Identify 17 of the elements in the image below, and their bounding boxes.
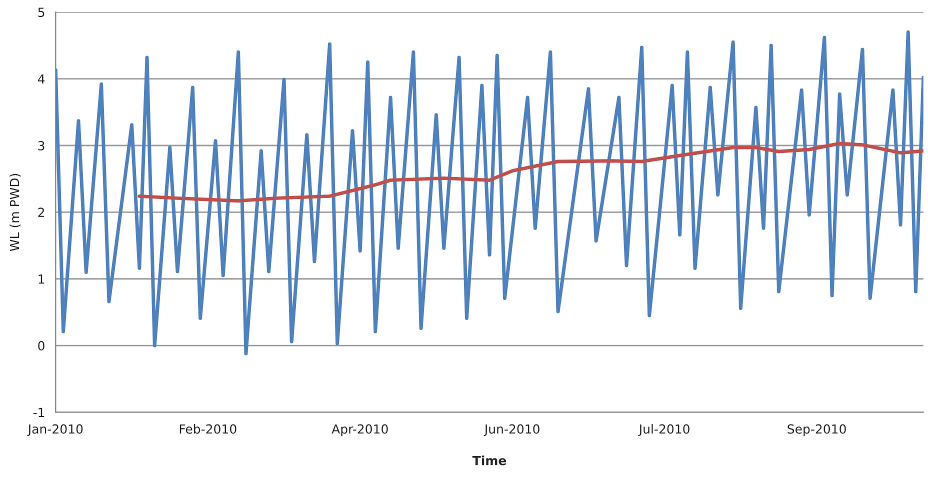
- x-tick-label: Sep-2010: [788, 424, 846, 436]
- y-tick-label: 5: [38, 8, 44, 18]
- x-tick-label: Jan-2010: [27, 424, 83, 436]
- line-series: [56, 30, 924, 356]
- x-tick-label: Feb-2010: [180, 424, 236, 434]
- y-tick-label: 4: [38, 74, 45, 84]
- x-tick-label: Apr-2010: [332, 424, 388, 436]
- y-axis-title: WL (m PWD): [10, 174, 21, 252]
- y-tick-label: 1: [38, 274, 44, 284]
- y-tick-label: 3: [38, 140, 44, 150]
- y-tick-label: -1: [33, 408, 44, 417]
- line-series: [138, 142, 924, 203]
- x-tick-label: Jun-2010: [484, 424, 540, 436]
- y-tick-label: 2: [38, 208, 44, 217]
- x-tick-label: Jul-2010: [638, 424, 690, 436]
- y-tick-label: 0: [38, 341, 44, 350]
- x-axis-title: Time: [472, 456, 506, 466]
